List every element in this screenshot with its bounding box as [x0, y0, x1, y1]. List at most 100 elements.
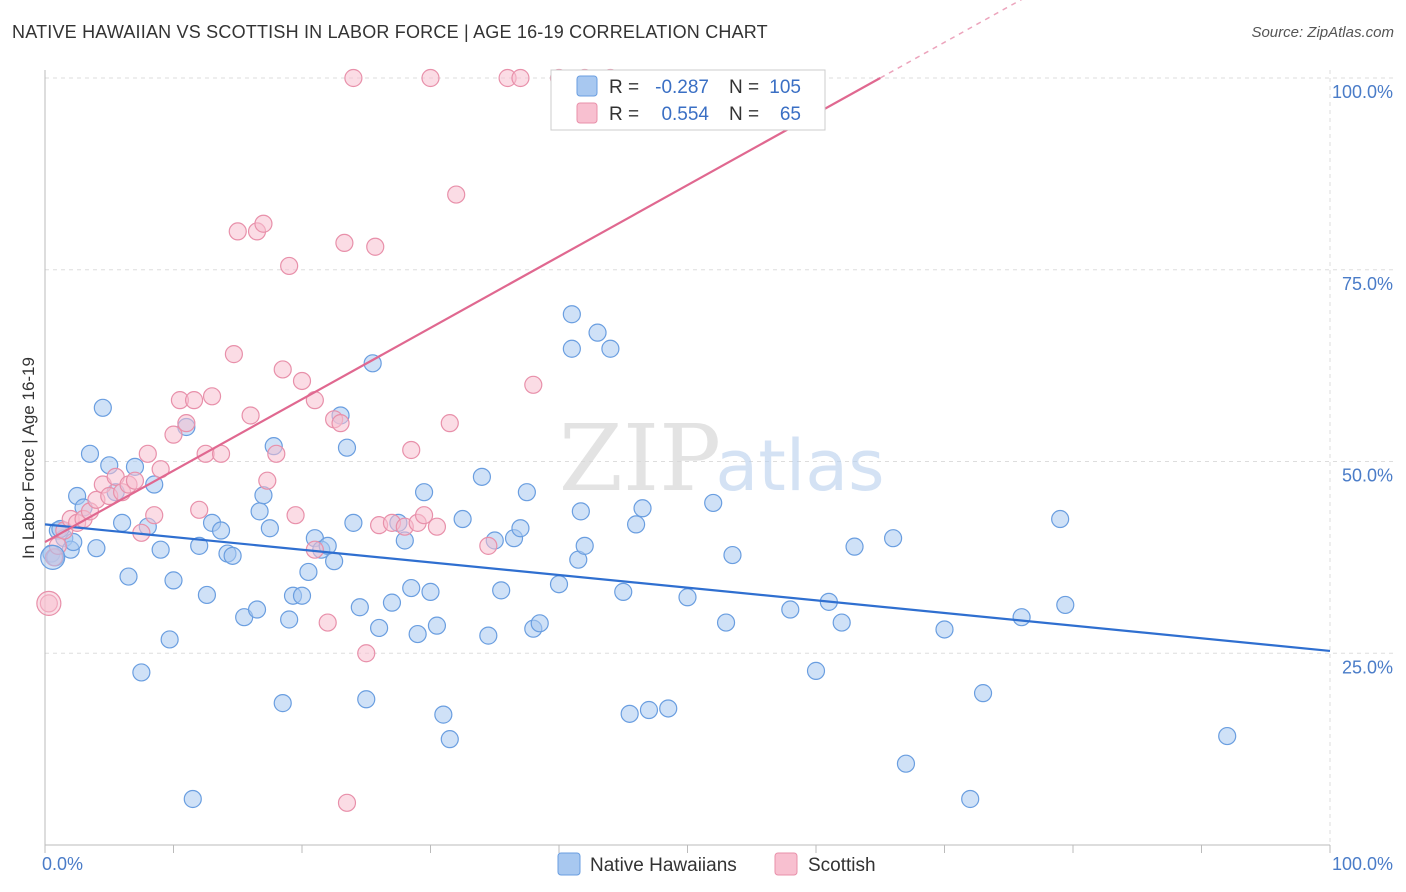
- legend-n-value-1: 105: [769, 77, 801, 98]
- scottish-point: [402, 440, 421, 460]
- native-hawaiian-point: [280, 610, 299, 629]
- native-hawaiian-point: [896, 754, 916, 773]
- native-hawaiian-point: [620, 704, 639, 723]
- scottish-point: [344, 68, 363, 88]
- scottish-point: [164, 425, 183, 444]
- native-hawaiian-point: [421, 582, 440, 601]
- native-hawaiian-point: [434, 705, 453, 724]
- scottish-point: [335, 233, 354, 253]
- native-hawaiian-point: [571, 502, 590, 521]
- scottish-point: [280, 256, 299, 276]
- native-hawaiian-point: [87, 539, 106, 558]
- native-hawaiian-point: [350, 598, 369, 617]
- scottish-point: [337, 793, 357, 812]
- scottish-point: [286, 506, 305, 525]
- native-hawaiian-point: [344, 513, 363, 532]
- native-hawaiian-point: [250, 502, 269, 521]
- native-hawaiian-point: [93, 398, 112, 417]
- legend-r-label-1: R =: [609, 77, 639, 98]
- native-hawaiian-point: [427, 616, 447, 635]
- native-hawaiian-point: [479, 626, 498, 645]
- native-hawaiian-point: [119, 567, 138, 586]
- native-hawaiian-point: [325, 552, 344, 571]
- native-hawaiian-point: [562, 339, 581, 358]
- native-hawaiian-point: [190, 536, 209, 555]
- scottish-point: [202, 387, 222, 406]
- legend-r-value-1: -0.287: [655, 77, 709, 98]
- native-hawaiian-point: [511, 519, 530, 538]
- scottish-point: [318, 613, 337, 632]
- native-hawaiian-point: [575, 536, 594, 555]
- scottish-point: [331, 414, 350, 433]
- scottish-point: [447, 185, 466, 204]
- scottish-point: [511, 68, 530, 88]
- native-hawaiian-point: [211, 521, 231, 540]
- scottish-point: [440, 414, 459, 433]
- native-hawaiian-point: [588, 323, 607, 342]
- native-hawaiian-point: [678, 588, 697, 607]
- native-hawaiian-point: [472, 467, 491, 486]
- stats-legend: R = -0.287 N = 105 R = 0.554 N = 65: [550, 69, 826, 131]
- scottish-point: [273, 360, 292, 379]
- scottish-point: [258, 471, 277, 490]
- native-hawaiian-point: [370, 618, 389, 638]
- native-hawaiian-trendline: [44, 523, 1331, 653]
- native-hawaiian-point: [614, 582, 633, 601]
- native-hawaiian-point: [414, 483, 434, 502]
- trend-layer: [44, 0, 1331, 653]
- native-hawaiian-point: [223, 546, 242, 565]
- x-tick-label: 100.0%: [1332, 854, 1393, 874]
- scottish-point: [414, 506, 434, 525]
- series-legend-label-pink: Scottish: [808, 855, 876, 876]
- native-hawaiian-point: [806, 661, 826, 680]
- native-hawaiian-point: [260, 519, 279, 538]
- native-hawaiian-point: [935, 620, 954, 639]
- scottish-point: [421, 68, 440, 88]
- watermark-zip: ZIP: [559, 405, 721, 512]
- native-hawaiian-point: [530, 614, 549, 633]
- native-hawaiian-point: [299, 562, 318, 582]
- chart-title: NATIVE HAWAIIAN VS SCOTTISH IN LABOR FOR…: [12, 22, 768, 42]
- native-hawaiian-point: [382, 593, 402, 612]
- axis-layer: 25.0% 50.0% 75.0% 100.0% 0.0% 100.0% In Labor …: [19, 70, 1393, 874]
- scottish-point: [177, 414, 196, 433]
- native-hawaiian-point: [112, 513, 132, 532]
- series-legend-swatch-pink: [774, 852, 798, 876]
- native-hawaiian-point: [132, 663, 151, 682]
- legend-swatch-blue: [576, 75, 598, 97]
- native-hawaiian-point: [292, 586, 312, 605]
- native-hawaiian-point: [1012, 608, 1031, 627]
- native-hawaiian-point: [40, 544, 66, 570]
- native-hawaiian-point: [1051, 509, 1070, 529]
- scottish-point: [292, 371, 312, 391]
- native-hawaiian-point: [973, 684, 993, 703]
- native-hawaiian-point: [704, 493, 723, 513]
- scottish-point: [224, 345, 243, 364]
- native-hawaiian-point: [633, 499, 652, 518]
- native-hawaiian-point: [716, 613, 736, 632]
- native-hawaiian-point: [549, 575, 569, 594]
- scottish-trendline: [44, 77, 881, 543]
- native-hawaiian-point: [183, 789, 202, 809]
- x-tick-label: 0.0%: [42, 854, 83, 874]
- scottish-point: [254, 214, 273, 233]
- scottish-point: [228, 222, 247, 241]
- native-hawaiian-point: [440, 730, 459, 749]
- native-hawaiian-point: [408, 624, 427, 644]
- native-hawaiian-point: [357, 690, 376, 709]
- scottish-point: [145, 506, 164, 525]
- scottish-point: [267, 444, 286, 463]
- watermark: ZIP atlas: [559, 405, 885, 512]
- native-hawaiian-point: [337, 438, 357, 457]
- legend-swatch-pink: [576, 102, 598, 124]
- legend-n-value-2: 65: [780, 104, 801, 125]
- scottish-point: [184, 391, 204, 410]
- points-layer: [36, 68, 1237, 812]
- scottish-point: [479, 536, 498, 555]
- legend-n-label-2: N =: [729, 104, 759, 125]
- scottish-point: [366, 237, 385, 256]
- native-hawaiian-point: [164, 571, 183, 590]
- native-hawaiian-point: [832, 613, 851, 632]
- scottish-point: [357, 644, 376, 663]
